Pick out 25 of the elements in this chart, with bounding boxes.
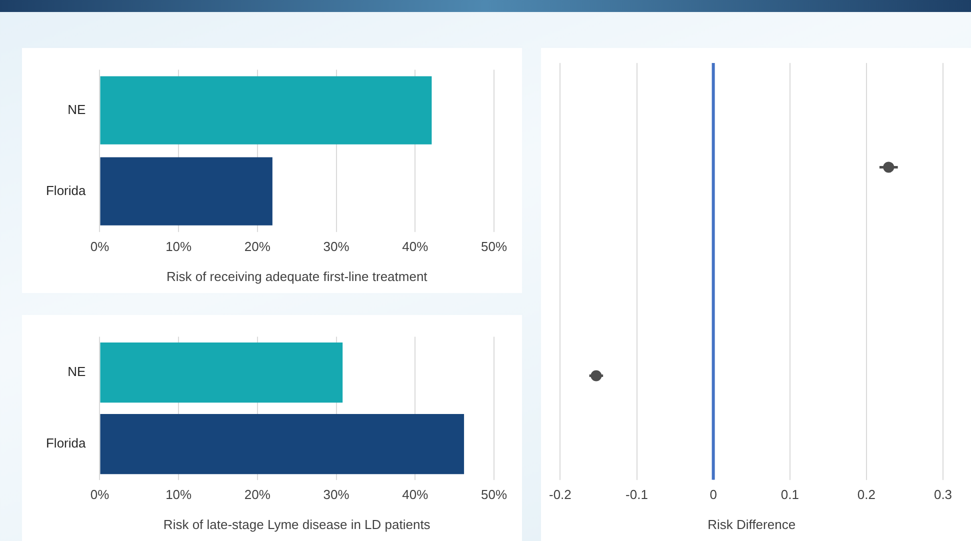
y-tick-label: NE [68,102,86,117]
x-tick-label: -0.2 [548,487,572,502]
y-tick-label: Florida [46,182,86,198]
x-axis-title: Risk of receiving adequate first-line treatment [166,268,428,284]
x-tick-label: 0.1 [780,487,799,502]
x-tick-label: 10% [166,239,192,254]
x-tick-label: 0.2 [857,487,876,502]
x-tick-label: -0.1 [626,487,648,502]
x-tick-label: 0% [90,487,110,502]
x-tick-label: 10% [166,487,192,502]
x-tick-label: 40% [402,239,429,254]
y-tick-label: NE [68,364,86,380]
x-tick-label: 50% [480,487,508,502]
x-axis-title: Risk of late-stage Lyme disease in LD patients [163,516,431,532]
x-tick-label: 30% [323,487,350,502]
x-tick-label: 20% [244,239,271,254]
x-tick-label: 40% [402,487,429,502]
x-tick-label: 0% [90,239,110,254]
y-tick-label: Florida [46,436,86,451]
x-tick-label: 0.3 [934,487,952,502]
x-tick-label: 30% [323,239,350,254]
x-tick-label: 50% [480,239,508,254]
x-axis-title: Risk Difference [708,516,796,532]
x-tick-label: 20% [244,487,271,502]
x-tick-label: 0 [710,487,717,502]
